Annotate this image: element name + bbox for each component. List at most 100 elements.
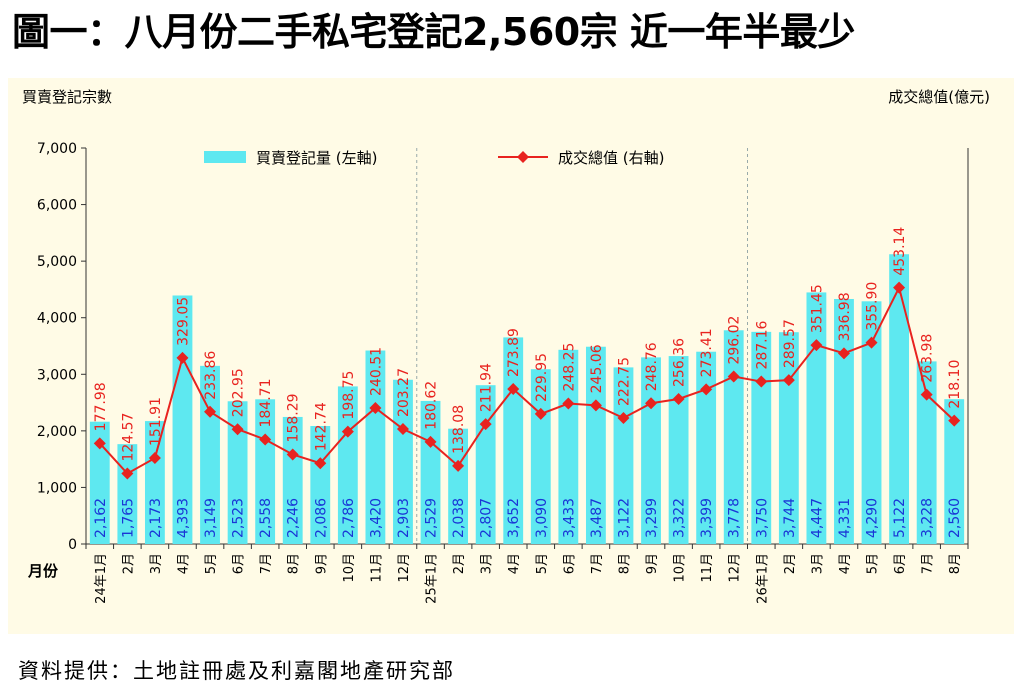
- category-label: 10月: [673, 553, 688, 583]
- bar: [778, 332, 799, 544]
- left-axis-tick-label: 7,000: [37, 141, 77, 157]
- bar-value-label: 2,558: [258, 498, 274, 538]
- category-label: 10月: [342, 553, 357, 583]
- category-label: 7月: [259, 553, 274, 574]
- bar-value-label: 3,778: [727, 498, 743, 538]
- x-axis-title: 月份: [27, 562, 59, 580]
- line-value-label: 184.71: [258, 379, 274, 428]
- line-point: [369, 401, 382, 414]
- line-value-label: 287.16: [754, 320, 770, 369]
- line-point: [507, 383, 520, 396]
- category-label: 7月: [921, 553, 936, 574]
- bar: [861, 301, 882, 544]
- left-axis-tick-label: 1,000: [37, 480, 77, 496]
- line-point: [396, 423, 409, 436]
- category-label: 5月: [535, 553, 550, 574]
- bar-value-label: 3,750: [754, 498, 770, 538]
- line-point: [727, 370, 740, 383]
- category-label: 8月: [287, 553, 302, 574]
- chart-svg: 買賣登記宗數 成交總值(億元) 0 1,000 2,000 3,000 4,000 5,000…: [22, 88, 990, 604]
- category-label: 3月: [810, 553, 825, 574]
- bar-value-label: 5,122: [892, 498, 908, 538]
- line-point: [893, 281, 906, 294]
- bar: [310, 425, 331, 544]
- line-point: [93, 437, 106, 450]
- bar-value-label: 3,122: [616, 498, 632, 538]
- category-label: 8月: [948, 553, 963, 574]
- bar: [751, 331, 772, 544]
- line-value-label: 245.06: [589, 344, 605, 393]
- bar-value-label: 3,090: [534, 498, 550, 538]
- bar: [916, 361, 937, 544]
- bar-value-label: 2,529: [424, 498, 440, 538]
- line-value-label: 203.27: [396, 368, 412, 417]
- category-label: 9月: [645, 553, 660, 574]
- line-value-label: 142.74: [313, 402, 329, 451]
- bar-value-label: 2,903: [396, 498, 412, 538]
- line-point: [286, 448, 299, 461]
- line-point: [148, 452, 161, 465]
- bar-value-label: 3,487: [589, 498, 605, 538]
- bar: [89, 421, 110, 544]
- category-label: 7月: [590, 553, 605, 574]
- line-point: [755, 375, 768, 388]
- category-label: 6月: [893, 553, 908, 574]
- bar: [393, 379, 413, 544]
- line-point: [479, 418, 492, 431]
- category-label: 9月: [314, 553, 329, 574]
- line-value-label: 248.25: [561, 343, 577, 392]
- legend-label-bars: 買賣登記量 (左軸): [256, 149, 377, 167]
- bar-value-label: 1,765: [120, 498, 136, 538]
- bar: [227, 401, 248, 544]
- line-point: [865, 336, 878, 349]
- bar-value-label: 2,038: [451, 498, 467, 538]
- line-point: [562, 397, 575, 410]
- category-label: 5月: [866, 553, 881, 574]
- bar-value-label: 3,652: [506, 498, 522, 538]
- bar-value-label: 2,807: [479, 498, 495, 538]
- category-label: 4月: [176, 553, 191, 574]
- line-value-label: 211.94: [479, 363, 495, 412]
- line-point: [948, 414, 961, 427]
- line-point: [837, 347, 850, 360]
- line-point: [920, 388, 933, 401]
- bar-value-label: 3,299: [644, 498, 660, 538]
- category-label: 2月: [452, 553, 467, 574]
- bar-value-label: 2,162: [93, 498, 109, 538]
- line-point: [176, 351, 189, 364]
- left-axis-tick-label: 6,000: [37, 198, 77, 214]
- line-value-label: 263.98: [920, 334, 936, 383]
- left-axis-tick-label: 4,000: [37, 311, 77, 327]
- line-point: [672, 392, 685, 405]
- line-value-label: 256.36: [672, 338, 688, 387]
- line-value-label: 198.75: [341, 371, 357, 420]
- line-value-label: 240.51: [368, 347, 384, 396]
- legend-label-line: 成交總值 (右軸): [558, 149, 664, 167]
- line-value-label: 351.45: [809, 284, 825, 333]
- category-label: 4月: [838, 553, 853, 574]
- line-point: [259, 433, 272, 446]
- bar-value-label: 3,744: [782, 498, 798, 538]
- category-label: 6月: [562, 553, 577, 574]
- line-value-label: 355.90: [865, 282, 881, 331]
- line-value-label: 222.75: [616, 357, 632, 406]
- category-label: 2月: [783, 553, 798, 574]
- left-axis-title: 買賣登記宗數: [22, 88, 112, 106]
- bar: [613, 367, 634, 544]
- left-axis-tick-label: 2,000: [37, 424, 77, 440]
- line-value-label: 273.41: [699, 328, 715, 377]
- line-point: [314, 457, 327, 470]
- legend-swatch-bars: [204, 151, 246, 163]
- bar-value-label: 3,322: [672, 498, 688, 538]
- bar: [337, 386, 358, 544]
- bar: [585, 346, 606, 544]
- line-point: [452, 459, 465, 472]
- legend-swatch-marker: [517, 151, 529, 163]
- category-label: 12月: [728, 553, 743, 583]
- line-point: [700, 383, 713, 396]
- right-axis-title: 成交總值(億元): [888, 88, 990, 106]
- bar-value-label: 3,228: [920, 498, 936, 538]
- line-point: [810, 339, 823, 352]
- line-point: [424, 435, 437, 448]
- bar-value-label: 3,433: [561, 498, 577, 538]
